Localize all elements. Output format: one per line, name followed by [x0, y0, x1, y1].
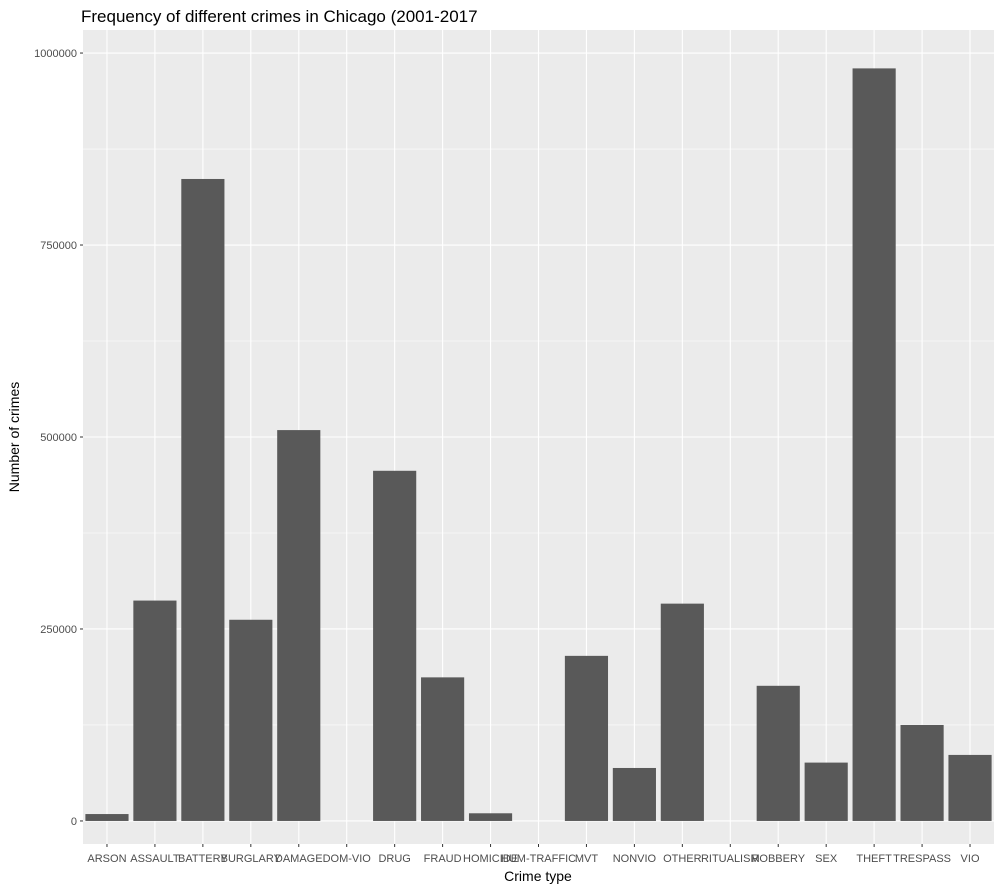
- bar-arson: [85, 814, 129, 821]
- x-tick-label: DAMAGE: [275, 853, 323, 865]
- x-tick-label: TRESPASS: [893, 853, 951, 865]
- bar-sex: [804, 762, 848, 821]
- x-tick-label: BURGLARY: [221, 853, 282, 865]
- x-tick-label: SEX: [815, 853, 838, 865]
- y-axis: 0 250000 500000 750000 1000000: [34, 48, 83, 828]
- x-tick-label: ARSON: [87, 853, 126, 865]
- chart-title: Frequency of different crimes in Chicago…: [81, 7, 478, 26]
- y-tick-label: 500000: [40, 432, 77, 444]
- x-tick-label: MVT: [575, 853, 599, 865]
- bar-trespass: [900, 724, 944, 821]
- bar-other: [660, 603, 704, 821]
- x-tick-label: HOMICIDE: [463, 853, 518, 865]
- x-tick-label: ASSAULT: [130, 853, 180, 865]
- bar-nonvio: [612, 767, 656, 821]
- x-tick-label: VIO: [961, 853, 980, 865]
- y-tick-label: 750000: [40, 240, 77, 252]
- y-axis-title: Number of crimes: [6, 382, 22, 492]
- x-tick-label: BATTERY: [178, 853, 228, 865]
- x-tick-label: ROBBERY: [751, 853, 805, 865]
- x-tick-label: NONVIO: [613, 853, 657, 865]
- x-tick-label: FRAUD: [424, 853, 462, 865]
- x-tick-label: RITUALISM: [701, 853, 760, 865]
- bar-drug: [373, 470, 417, 821]
- bar-theft: [852, 68, 896, 821]
- y-tick-label: 250000: [40, 624, 77, 636]
- x-tick-label: OTHER: [663, 853, 702, 865]
- bar-burglary: [229, 619, 273, 821]
- x-tick-label: DRUG: [378, 853, 410, 865]
- bar-vio: [948, 754, 992, 821]
- bar-damage: [277, 430, 321, 821]
- bar-homicide: [468, 813, 513, 821]
- bar-assault: [133, 600, 177, 821]
- x-axis-title: Crime type: [504, 868, 572, 884]
- bar-mvt: [564, 655, 609, 821]
- y-tick-label: 0: [71, 816, 77, 828]
- x-tick-label: HUM-TRAFFIC: [501, 853, 576, 865]
- x-tick-label: THEFT: [856, 853, 892, 865]
- bar-battery: [181, 178, 225, 821]
- bar-robbery: [756, 685, 800, 821]
- bars: [85, 68, 992, 821]
- y-tick-label: 1000000: [34, 48, 77, 60]
- x-tick-label: DOM-VIO: [323, 853, 372, 865]
- bar-fraud: [421, 677, 465, 821]
